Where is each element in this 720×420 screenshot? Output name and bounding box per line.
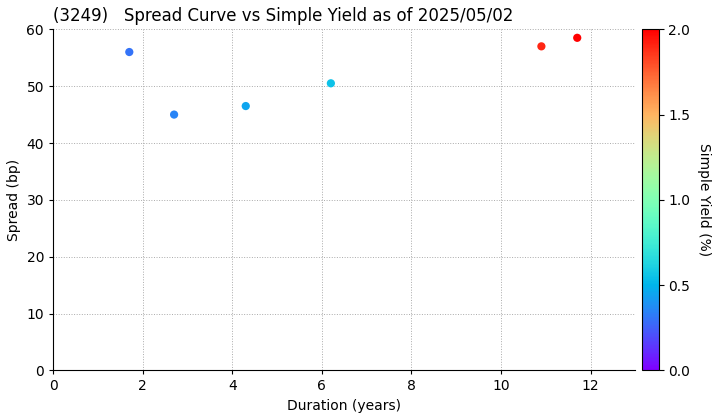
X-axis label: Duration (years): Duration (years) [287,399,401,413]
Point [325,80,337,87]
Y-axis label: Simple Yield (%): Simple Yield (%) [697,143,711,257]
Y-axis label: Spread (bp): Spread (bp) [7,159,21,241]
Point [572,34,583,41]
Point [240,102,251,109]
Point [536,43,547,50]
Point [168,111,180,118]
Point [124,49,135,55]
Text: (3249)   Spread Curve vs Simple Yield as of 2025/05/02: (3249) Spread Curve vs Simple Yield as o… [53,7,513,25]
